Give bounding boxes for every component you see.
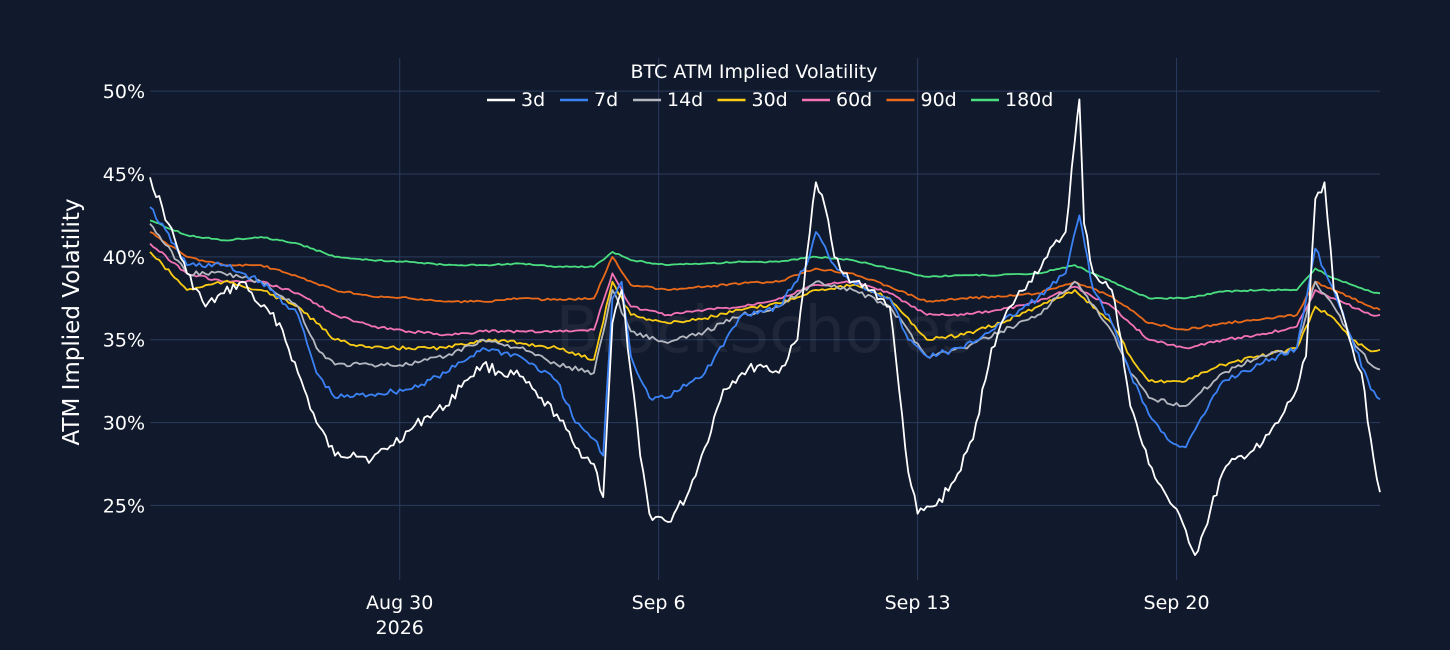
y-tick-label: 40% bbox=[103, 247, 145, 269]
legend-item-180d[interactable]: 180d bbox=[971, 89, 1053, 111]
series-line-7d bbox=[149, 206, 1381, 457]
legend-item-7d[interactable]: 7d bbox=[560, 89, 618, 111]
x-tick-label: Aug 30 bbox=[366, 592, 433, 614]
y-tick-label: 25% bbox=[103, 495, 145, 517]
series-line-60d bbox=[149, 242, 1381, 350]
legend-label: 30d bbox=[752, 89, 788, 111]
y-tick-label: 50% bbox=[103, 81, 145, 103]
series-line-180d bbox=[149, 219, 1381, 300]
y-axis-title: ATM Implied Volatility bbox=[59, 198, 85, 445]
x-tick-label: Sep 13 bbox=[885, 592, 951, 614]
y-tick-label: 35% bbox=[103, 330, 145, 352]
legend-item-90d[interactable]: 90d bbox=[886, 89, 957, 111]
legend-item-60d[interactable]: 60d bbox=[802, 89, 872, 111]
x-axis-ticks: Aug 30 2026 Sep 6 Sep 13 Sep 20 bbox=[366, 592, 1210, 639]
y-tick-label: 30% bbox=[103, 413, 145, 435]
legend-label: 60d bbox=[836, 89, 872, 111]
watermark: BlockScholes bbox=[555, 294, 974, 368]
y-tick-label: 45% bbox=[103, 164, 145, 186]
legend-label: 7d bbox=[594, 89, 618, 111]
legend-label: 3d bbox=[521, 89, 545, 111]
legend-label: 14d bbox=[667, 89, 703, 111]
series-line-3d bbox=[149, 98, 1381, 556]
x-tick-sublabel: 2026 bbox=[376, 617, 424, 639]
legend-label: 180d bbox=[1005, 89, 1053, 111]
series-line-90d bbox=[149, 231, 1381, 331]
legend-item-3d[interactable]: 3d bbox=[487, 89, 545, 111]
legend-item-14d[interactable]: 14d bbox=[633, 89, 703, 111]
x-tick-label: Sep 20 bbox=[1144, 592, 1210, 614]
y-axis-ticks: 25% 30% 35% 40% 45% 50% bbox=[103, 81, 145, 517]
series-line-30d bbox=[149, 251, 1381, 384]
series-lines bbox=[149, 98, 1381, 556]
chart-title: BTC ATM Implied Volatility bbox=[631, 61, 878, 83]
legend-label: 90d bbox=[921, 89, 957, 111]
grid-lines bbox=[150, 58, 1380, 580]
legend[interactable]: 3d 7d 14d 30d 60d 90d 180d bbox=[487, 89, 1053, 111]
legend-item-30d[interactable]: 30d bbox=[717, 89, 788, 111]
x-tick-label: Sep 6 bbox=[632, 592, 686, 614]
